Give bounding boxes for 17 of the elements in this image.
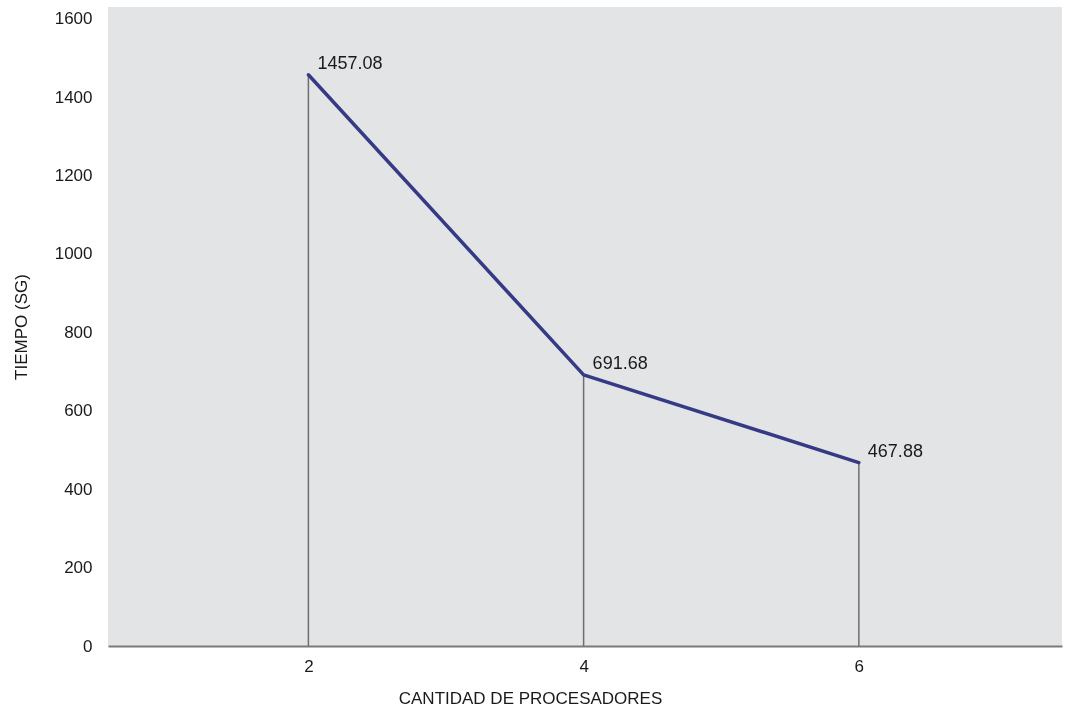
y-tick-label: 1600 bbox=[54, 9, 93, 29]
x-tick-label: 6 bbox=[854, 656, 865, 676]
y-tick-label: 0 bbox=[83, 636, 93, 656]
x-tick-label: 2 bbox=[304, 656, 314, 676]
y-tick-label: 800 bbox=[64, 322, 93, 342]
y-tick-label: 1200 bbox=[54, 166, 93, 186]
y-tick-label: 1000 bbox=[54, 244, 93, 264]
x-axis-title: CANTIDAD DE PROCESADORES bbox=[398, 688, 663, 708]
y-tick-label: 400 bbox=[64, 479, 93, 499]
y-tick-label: 200 bbox=[64, 558, 93, 578]
y-tick-label: 600 bbox=[64, 401, 93, 421]
data-label: 691.68 bbox=[592, 352, 648, 373]
y-axis-title: TIEMPO (SG) bbox=[11, 274, 31, 380]
y-tick-label: 1400 bbox=[54, 87, 93, 107]
x-tick-label: 4 bbox=[579, 656, 589, 676]
data-label: 467.88 bbox=[867, 440, 923, 461]
data-label: 1457.08 bbox=[317, 52, 383, 73]
